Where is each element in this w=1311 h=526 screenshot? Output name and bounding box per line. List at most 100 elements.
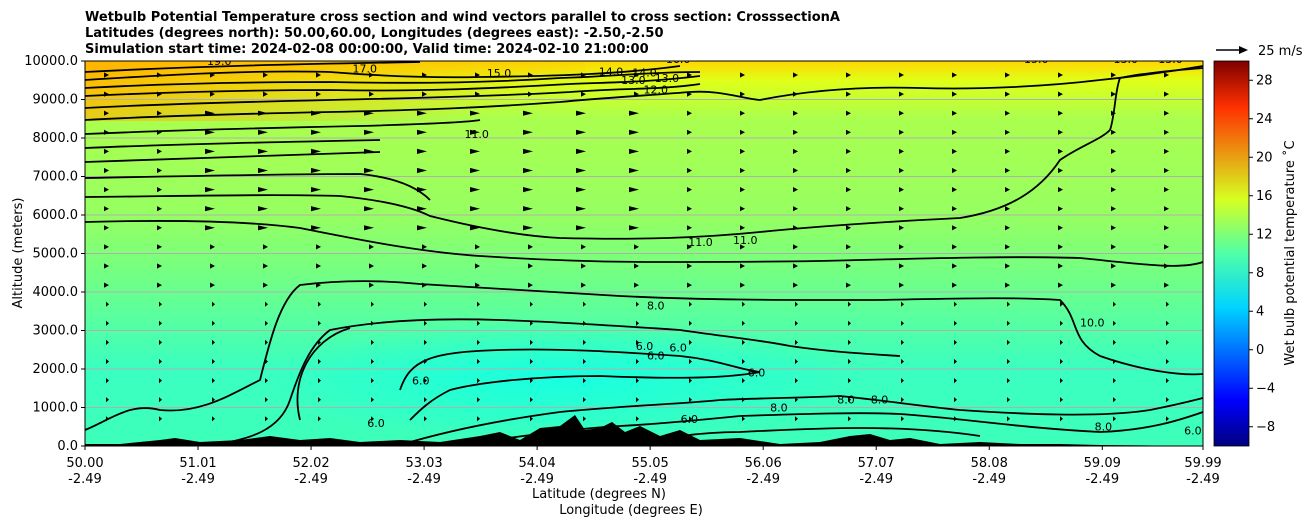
wind-vector-arrow (1166, 339, 1169, 345)
wind-vector-arrow (477, 397, 480, 403)
y-tick-label: 5000.0 (33, 247, 79, 262)
wind-vector-arrow (1164, 110, 1169, 116)
wind-vector-arrow (316, 244, 321, 250)
wind-vector-arrow (263, 91, 268, 97)
wind-vector-arrow (742, 358, 745, 365)
wind-vector-arrow (1113, 301, 1116, 307)
wind-vector-arrow (634, 91, 639, 97)
wind-vector-arrow (1060, 339, 1063, 345)
wind-vector-arrow (1005, 263, 1010, 269)
wind-vector-arrow (1166, 416, 1169, 422)
x-tick-label-lat: 50.00 (66, 456, 103, 471)
chart-title-line-2: Latitudes (degrees north): 50.00,60.00, … (85, 26, 664, 41)
wind-vector-arrow (530, 378, 533, 384)
contour-label: 6.0 (647, 349, 665, 362)
wind-vector-arrow (422, 72, 427, 78)
wind-vector-arrow (470, 129, 480, 135)
x-tick-label-lat: 59.09 (1084, 456, 1121, 471)
wind-vector-arrow (689, 416, 692, 422)
wind-vector-arrow (318, 416, 321, 422)
wind-vector-arrow (795, 416, 798, 422)
x-axis-label: Latitude (degrees N) (532, 487, 666, 502)
contour-label: 6.0 (412, 374, 430, 387)
wind-vector-arrow (848, 301, 851, 307)
wind-vector-arrow (742, 416, 745, 422)
chart-title-line-3: Simulation start time: 2024-02-08 00:00:… (85, 42, 649, 57)
wind-vector-arrow (1058, 148, 1063, 154)
wind-vector-arrow (576, 206, 586, 212)
wind-vector-arrow (258, 167, 268, 174)
y-tick-label: 3000.0 (33, 324, 79, 339)
wind-vector-arrow (371, 358, 374, 365)
x-tick-label-lat: 56.06 (745, 456, 782, 471)
x-tick-label-lat: 55.05 (632, 456, 669, 471)
wind-vector-arrow (157, 206, 162, 212)
wind-vector-arrow (1060, 378, 1063, 384)
x-tick-label-lat: 57.07 (858, 456, 895, 471)
wind-vector-arrow (899, 72, 904, 78)
wind-vector-arrow (1005, 167, 1010, 174)
wind-vector-arrow (848, 339, 851, 345)
contour-labels: 19.017.0 15.0 14.0 14.013.0 13.012.016.0 15.0… (207, 53, 1202, 437)
wind-vector-arrow (636, 339, 639, 345)
wind-vector-arrow (364, 167, 374, 174)
wind-vector-arrow (742, 320, 745, 326)
wind-vector-arrow (581, 263, 586, 269)
wind-vector-arrow (528, 72, 533, 78)
wind-vector-arrow (742, 301, 745, 307)
wind-vector-arrow (583, 358, 586, 365)
wind-vector-arrow (636, 416, 639, 422)
wind-vector-arrow (422, 282, 427, 288)
y-tick-label: 0.0 (57, 439, 78, 454)
wind-vector-arrow (210, 91, 215, 97)
wind-vector-arrow (742, 339, 745, 345)
wind-vector-arrow (1164, 148, 1169, 154)
colorbar-tick-label: −4 (1256, 381, 1275, 396)
wind-vector-arrow (1007, 358, 1010, 365)
wind-vector-arrow (1113, 339, 1116, 345)
wind-vector-arrow (205, 148, 215, 154)
contour-label: 11.0 (464, 128, 489, 141)
contour-lines (85, 61, 1203, 446)
wind-vector-arrow (629, 110, 639, 116)
wind-vector-arrow (846, 187, 851, 193)
wind-vector-arrow (1113, 378, 1116, 384)
wind-vector-arrow (523, 167, 533, 174)
wind-vector-arrow (265, 378, 268, 384)
terrain-silhouette (85, 415, 1203, 446)
wind-vector-arrow (583, 397, 586, 403)
wind-vector-arrow (417, 110, 427, 116)
wind-vector-arrow (424, 397, 427, 403)
wind-vector-arrow (1060, 301, 1063, 307)
wind-vector-arrow (901, 378, 904, 384)
colorbar-tick-label: 24 (1256, 112, 1273, 127)
wind-vector-arrow (470, 110, 480, 116)
wind-vector-arrow (899, 206, 904, 212)
x-tick-label-lon: -2.49 (1186, 472, 1220, 487)
wind-vector-arrow (1058, 244, 1063, 250)
wind-vector-arrow (1007, 301, 1010, 307)
wind-vector-arrow (848, 378, 851, 384)
contour-label: 15.0 (1024, 53, 1049, 66)
contour-label: 6.0 (1184, 424, 1202, 437)
contour-line (85, 173, 431, 201)
wind-vector-arrow (528, 282, 533, 288)
wind-vector-arrow (369, 244, 374, 250)
wind-vector-arrow (528, 263, 533, 269)
wind-vector-arrow (689, 378, 692, 384)
wind-vector-arrow (104, 110, 109, 116)
colorbar-tick-label: 28 (1256, 73, 1273, 88)
colorbar-tick-label: 0 (1256, 343, 1264, 358)
wind-vector-arrow (523, 110, 533, 116)
wind-vector-arrow (899, 110, 904, 116)
wind-vector-arrow (364, 187, 374, 193)
wind-vector-arrow (1007, 320, 1010, 326)
wind-vector-arrow (740, 187, 745, 193)
horizontal-gridlines (85, 99, 1203, 408)
wind-vector-arrow (212, 397, 215, 403)
wind-vector-arrow (104, 148, 109, 154)
wind-vector-arrow (954, 358, 957, 365)
contour-label: 13.0 (1158, 53, 1183, 66)
wind-vector-arrow (530, 416, 533, 422)
wind-vector-arrow (205, 167, 215, 174)
